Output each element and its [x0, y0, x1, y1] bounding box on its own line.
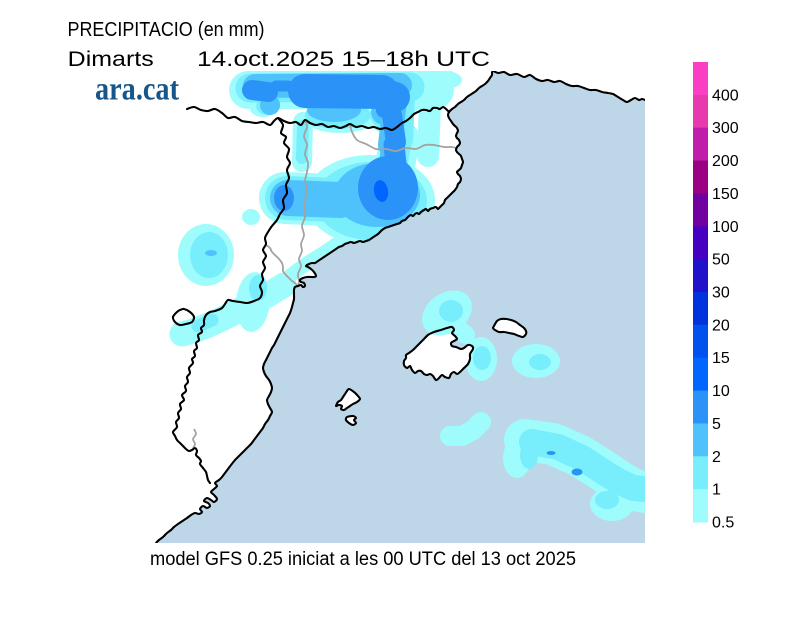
- svg-text:15: 15: [712, 350, 730, 367]
- svg-text:200: 200: [712, 153, 739, 170]
- svg-text:Dimarts: Dimarts: [68, 47, 154, 71]
- svg-text:30: 30: [712, 285, 730, 302]
- svg-text:PRECIPITACIO (en mm): PRECIPITACIO (en mm): [68, 19, 265, 41]
- svg-text:2: 2: [712, 449, 721, 466]
- svg-text:14.oct.2025 15–18h UTC: 14.oct.2025 15–18h UTC: [197, 47, 490, 71]
- svg-text:ara.cat: ara.cat: [95, 71, 179, 107]
- svg-text:300: 300: [712, 120, 739, 137]
- svg-text:1: 1: [712, 482, 721, 499]
- svg-text:20: 20: [712, 317, 730, 334]
- svg-text:5: 5: [712, 416, 721, 433]
- svg-text:50: 50: [712, 252, 730, 269]
- svg-text:150: 150: [712, 186, 739, 203]
- svg-text:0.5: 0.5: [712, 515, 734, 532]
- svg-text:100: 100: [712, 219, 739, 236]
- svg-text:10: 10: [712, 383, 730, 400]
- svg-text:model GFS 0.25 iniciat a les 0: model GFS 0.25 iniciat a les 00 UTC del …: [150, 549, 576, 570]
- svg-text:400: 400: [712, 87, 739, 104]
